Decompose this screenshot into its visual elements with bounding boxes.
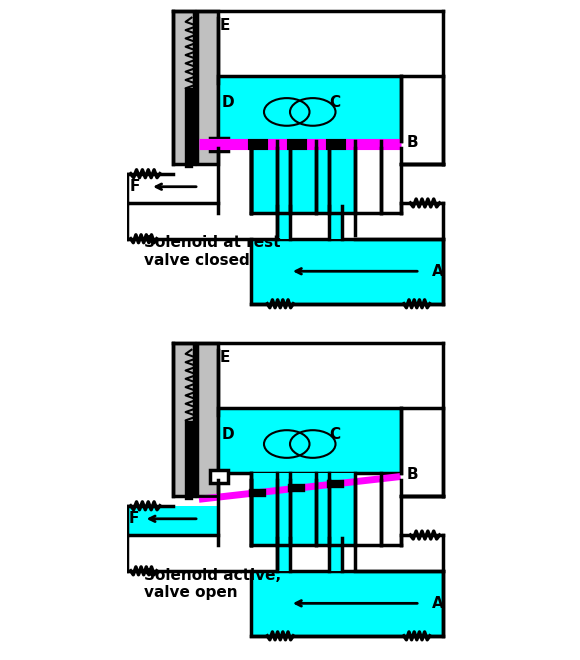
Text: C: C xyxy=(329,94,340,110)
Bar xyxy=(251,571,443,636)
Bar xyxy=(173,11,194,164)
Bar xyxy=(329,539,342,571)
Text: E: E xyxy=(220,350,230,365)
Text: D: D xyxy=(222,427,234,442)
Bar xyxy=(277,539,290,571)
Bar xyxy=(251,239,443,304)
Bar xyxy=(219,409,401,473)
Text: E: E xyxy=(220,18,230,32)
Text: F: F xyxy=(128,512,139,526)
Text: B: B xyxy=(407,467,419,482)
Bar xyxy=(173,343,194,496)
Bar xyxy=(251,141,355,213)
Bar xyxy=(219,76,401,141)
Bar xyxy=(128,506,219,535)
Bar xyxy=(211,138,228,151)
Text: Solenoid at rest
valve closed: Solenoid at rest valve closed xyxy=(144,236,280,268)
Bar xyxy=(329,206,342,239)
Bar xyxy=(251,473,355,544)
Text: Solenoid active,
valve open: Solenoid active, valve open xyxy=(144,568,281,600)
Bar xyxy=(211,470,228,483)
Bar xyxy=(197,343,219,496)
Text: F: F xyxy=(130,180,140,194)
Bar xyxy=(197,11,219,164)
Bar xyxy=(277,206,290,239)
Text: C: C xyxy=(329,427,340,442)
Text: B: B xyxy=(407,135,419,150)
Text: D: D xyxy=(222,94,234,110)
Text: A: A xyxy=(432,596,443,611)
Text: A: A xyxy=(432,264,443,279)
